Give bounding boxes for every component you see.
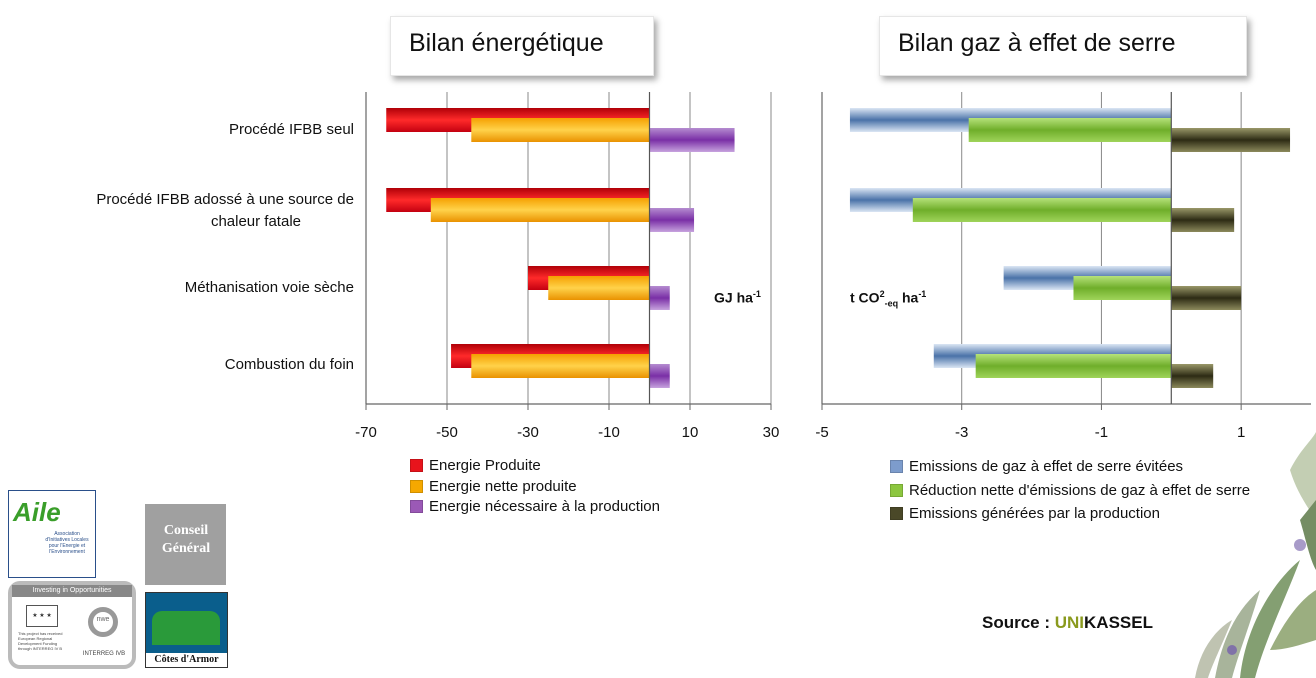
legend-swatch-purple bbox=[410, 499, 423, 513]
legend-item-energie-produite: Energie Produite bbox=[410, 456, 541, 474]
x-tick-label: 1 bbox=[1237, 424, 1245, 441]
nwe-text: nwe bbox=[96, 616, 110, 623]
source-uni: UNI bbox=[1054, 613, 1085, 632]
legend-swatch-blue bbox=[890, 459, 903, 473]
legend-label: Energie nécessaire à la production bbox=[429, 497, 660, 515]
legend-label: Energie nette produite bbox=[429, 477, 577, 495]
category-label-4: Combustion du foin bbox=[14, 356, 354, 373]
source-kassel: KASSEL bbox=[1084, 613, 1153, 632]
bar-energy-s3-c3 bbox=[649, 286, 670, 310]
legend-swatch-red bbox=[410, 458, 423, 472]
source-credit: Source : UNIKASSEL bbox=[982, 613, 1153, 633]
right-unit-sup: 2 bbox=[879, 289, 885, 299]
left-unit-sup: -1 bbox=[752, 289, 761, 299]
category-label-2-line-1: Procédé IFBB adossé à une source de bbox=[96, 191, 354, 208]
source-label: Source : bbox=[982, 613, 1055, 632]
aile-logo: Aile Association d'Initiatives Locales p… bbox=[8, 490, 96, 578]
bar-ghg-s3-c2 bbox=[1171, 208, 1235, 232]
right-unit-text: t CO bbox=[850, 289, 880, 306]
conseil-general-text: Conseil Général bbox=[161, 523, 211, 556]
x-tick-label: -70 bbox=[355, 424, 377, 441]
cotes-armor-wave bbox=[152, 611, 220, 645]
legend-label: Réduction nette d'émissions de gaz à eff… bbox=[909, 481, 1251, 499]
legend-item-emissions-evitees: Emissions de gaz à effet de serre évitée… bbox=[890, 457, 1183, 475]
right-chart-title: Bilan gaz à effet de serre bbox=[898, 29, 1176, 57]
conseil-general-logo: Conseil Général bbox=[145, 504, 226, 585]
aile-logo-name: Aile bbox=[13, 497, 61, 527]
category-label-1: Procédé IFBB seul bbox=[14, 121, 354, 138]
bar-energy-s3-c1 bbox=[649, 128, 735, 152]
bar-energy-s2-c3 bbox=[548, 276, 650, 300]
nwe-ring-icon bbox=[88, 607, 118, 637]
bar-ghg-s2-c3 bbox=[1073, 276, 1172, 300]
bar-ghg-s3-c3 bbox=[1171, 286, 1242, 310]
legend-swatch-orange bbox=[410, 479, 423, 493]
legend-item-energie-necessaire: Energie nécessaire à la production bbox=[410, 497, 660, 515]
category-label-1-text: Procédé IFBB seul bbox=[228, 121, 354, 138]
category-label-2: Procédé IFBB adossé à une source de chal… bbox=[14, 189, 354, 233]
x-tick-label: 10 bbox=[682, 424, 699, 441]
legend-item-emissions-generees: Emissions générées par la production bbox=[890, 504, 1160, 522]
x-tick-label: -1 bbox=[1095, 424, 1108, 441]
bar-energy-s3-c4 bbox=[649, 364, 670, 388]
x-tick-label: -5 bbox=[815, 424, 828, 441]
right-unit-label: t CO2-eq ha-1 bbox=[850, 289, 926, 308]
bar-energy-s2-c1 bbox=[471, 118, 650, 142]
bar-energy-s2-c4 bbox=[471, 354, 650, 378]
legend-item-energie-nette: Energie nette produite bbox=[410, 477, 577, 495]
bar-ghg-s2-c1 bbox=[968, 118, 1172, 142]
bar-ghg-s3-c1 bbox=[1171, 128, 1291, 152]
right-unit-sup2: -1 bbox=[918, 289, 927, 299]
interreg-banner: Investing in Opportunities bbox=[12, 585, 132, 597]
right-unit-sub: -eq bbox=[884, 298, 899, 309]
aile-logo-text: Association d'Initiatives Locales pour l… bbox=[45, 531, 89, 555]
cotes-armor-text: Côtes d'Armor bbox=[146, 653, 227, 667]
x-tick-label: -30 bbox=[517, 424, 539, 441]
x-tick-label: 30 bbox=[763, 424, 780, 441]
bar-ghg-s3-c4 bbox=[1171, 364, 1214, 388]
bar-energy-s2-c2 bbox=[430, 198, 650, 222]
eu-flag-icon: ★ ★ ★ bbox=[26, 605, 58, 627]
cotes-armor-logo: Côtes d'Armor bbox=[145, 592, 228, 668]
x-tick-label: -50 bbox=[436, 424, 458, 441]
category-label-3-text: Méthanisation voie sèche bbox=[184, 279, 354, 296]
right-unit-tail: ha bbox=[898, 289, 919, 306]
legend-label: Emissions générées par la production bbox=[909, 504, 1160, 522]
legend-swatch-olive bbox=[890, 506, 903, 520]
category-label-3: Méthanisation voie sèche bbox=[14, 279, 354, 296]
bar-ghg-s2-c2 bbox=[912, 198, 1172, 222]
right-chart: -5 -3 -1 1 bbox=[815, 92, 1311, 441]
interreg-logo: Investing in Opportunities ★ ★ ★ This pr… bbox=[8, 581, 136, 669]
legend-label: Energie Produite bbox=[429, 456, 541, 474]
left-chart-title-box: Bilan énergétique bbox=[390, 16, 654, 76]
eu-text: This project has received European Regio… bbox=[18, 631, 63, 651]
left-chart: -70 -50 -30 -10 10 30 bbox=[355, 92, 779, 441]
left-unit-text: GJ ha bbox=[714, 289, 753, 306]
category-label-2-line-2: chaleur fatale bbox=[210, 213, 301, 230]
x-tick-label: -10 bbox=[598, 424, 620, 441]
category-label-4-text: Combustion du foin bbox=[224, 356, 354, 373]
right-chart-title-box: Bilan gaz à effet de serre bbox=[879, 16, 1247, 76]
bar-energy-s3-c2 bbox=[649, 208, 695, 232]
legend-label: Emissions de gaz à effet de serre évitée… bbox=[909, 457, 1184, 475]
bar-ghg-s2-c4 bbox=[975, 354, 1172, 378]
left-unit-label: GJ ha-1 bbox=[714, 289, 761, 306]
left-chart-title: Bilan énergétique bbox=[409, 29, 604, 57]
interreg-text: INTERREG IVB bbox=[82, 651, 126, 657]
x-tick-label: -3 bbox=[955, 424, 968, 441]
legend-item-reduction-nette: Réduction nette d'émissions de gaz à eff… bbox=[890, 481, 1250, 499]
legend-swatch-green bbox=[890, 483, 903, 497]
